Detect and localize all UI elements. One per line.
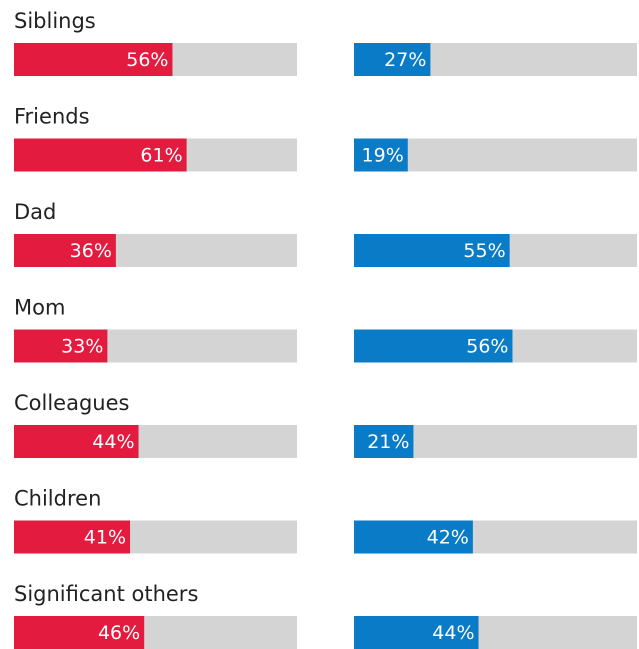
value-label: 56%: [126, 49, 168, 71]
bar: [14, 520, 131, 554]
value-label: 56%: [466, 336, 508, 358]
bar: [354, 138, 408, 172]
category-label: Dad: [14, 200, 56, 224]
bar: [354, 329, 513, 363]
bar: [354, 234, 510, 267]
value-label: 21%: [367, 431, 409, 453]
value-label: 44%: [432, 622, 474, 644]
value-label: 61%: [140, 145, 182, 167]
value-label: 19%: [362, 145, 404, 167]
bar: [354, 616, 479, 649]
value-label: 42%: [427, 527, 469, 549]
bar: [14, 329, 108, 363]
category-label: Significant others: [14, 582, 198, 606]
bar: [14, 43, 173, 76]
bar: [354, 43, 431, 76]
bar: [14, 234, 116, 267]
category-label: Colleagues: [14, 391, 129, 415]
bar: [14, 138, 187, 172]
value-label: 55%: [463, 240, 505, 262]
category-label: Children: [14, 487, 101, 511]
bar: [354, 520, 473, 554]
bar: [14, 425, 139, 458]
category-label: Siblings: [14, 9, 96, 33]
category-label: Mom: [14, 296, 65, 320]
value-label: 33%: [61, 336, 103, 358]
value-label: 27%: [384, 49, 426, 71]
value-label: 44%: [92, 431, 134, 453]
category-label: Friends: [14, 105, 90, 129]
bar: [354, 425, 414, 458]
value-label: 36%: [70, 240, 112, 262]
value-label: 46%: [98, 622, 140, 644]
value-label: 41%: [84, 527, 126, 549]
bar: [14, 616, 145, 649]
